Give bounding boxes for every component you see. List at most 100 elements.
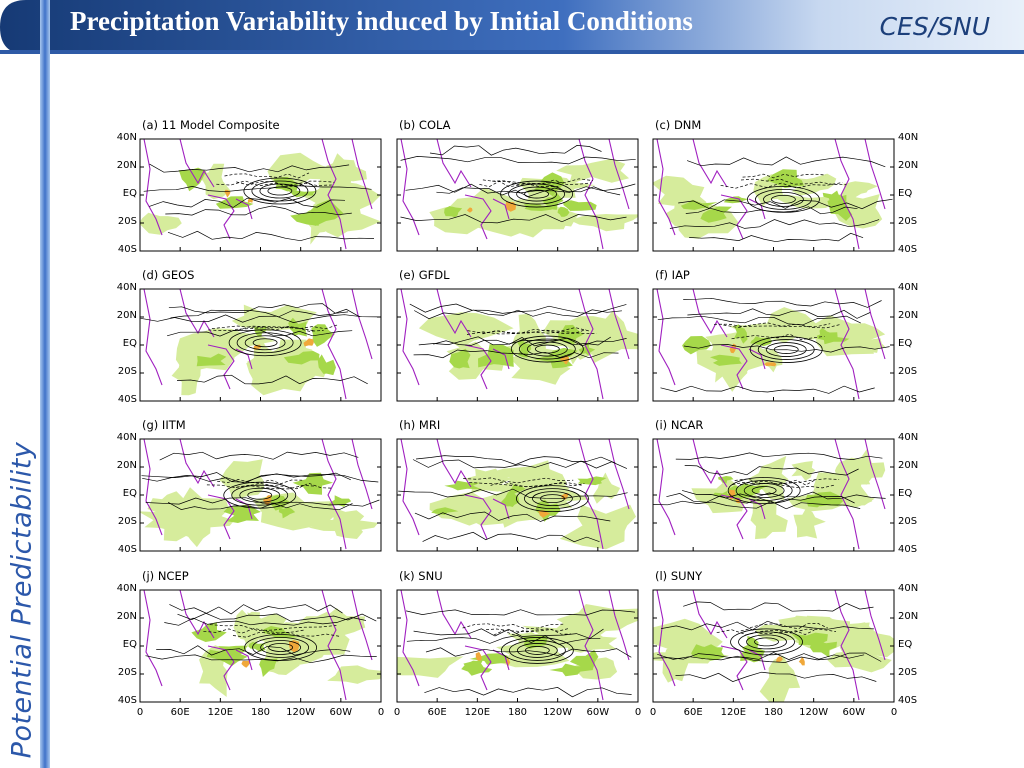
map-panel [396, 589, 639, 703]
coastline [464, 494, 492, 540]
precip-shade-light [327, 665, 381, 684]
contour-line [429, 145, 602, 156]
contour-ring [244, 335, 286, 351]
contour-line [414, 309, 622, 320]
precip-shade-peak [303, 338, 314, 347]
contour-line [678, 198, 893, 210]
contour-ring [532, 491, 573, 507]
precip-shade-light [848, 449, 886, 485]
contour-ring [516, 485, 589, 513]
contour-line [660, 385, 875, 394]
contour-line [418, 336, 627, 347]
lat-label: 20S [117, 667, 137, 678]
coastline [464, 645, 492, 691]
coastline [834, 289, 860, 400]
precip-shade-mid [226, 506, 259, 523]
precip-shade-light [705, 329, 768, 358]
precip-shade-mid [508, 484, 526, 495]
lon-label: 60W [586, 707, 610, 718]
contour-dashed [740, 628, 815, 635]
precip-shade-light [239, 612, 287, 641]
precip-shade-light [496, 642, 570, 668]
contour-dashed [482, 178, 593, 184]
lat-label: 40S [117, 244, 137, 255]
precip-shade-mid [522, 635, 548, 649]
coastline [207, 494, 235, 540]
lon-label: 60E [683, 707, 703, 718]
precip-shade-light [219, 459, 265, 500]
precip-shade-peak [538, 510, 551, 518]
contour-line [141, 473, 379, 484]
contour-ring [751, 486, 777, 495]
coastline [720, 194, 748, 240]
coastline [351, 289, 373, 360]
coastline [834, 439, 860, 550]
lon-label: 120W [543, 707, 573, 718]
lat-label: 20N [116, 310, 137, 321]
map-panel [652, 589, 895, 703]
precip-shade-light [842, 181, 878, 198]
contour-ring [508, 640, 566, 661]
coastline [179, 439, 215, 488]
lat-label: 20S [898, 667, 918, 678]
panel-label: (g) IITM [142, 418, 186, 432]
contour-line [145, 497, 380, 507]
contour-ring [749, 336, 823, 363]
coastline [492, 348, 510, 370]
contour-dashed [713, 323, 831, 328]
precip-shade-mid [431, 507, 459, 515]
map-panel [652, 438, 895, 552]
contour-line [159, 451, 359, 461]
contour-ring [754, 637, 779, 647]
sidebar-accent-bar [40, 0, 50, 768]
contour-dashed [485, 628, 569, 633]
coastline [608, 289, 630, 360]
lat-label: 20N [116, 460, 137, 471]
precip-shade-mid [822, 190, 844, 202]
panel-label: (e) GFDL [399, 268, 450, 282]
precip-shade-mid [196, 353, 227, 367]
lon-label: 180 [250, 707, 271, 718]
contour-dashed [224, 172, 310, 179]
lon-label: 60E [427, 707, 447, 718]
precip-shade-light [503, 199, 570, 238]
coastline [656, 590, 676, 687]
contour-line [165, 205, 352, 216]
coastline [179, 289, 215, 338]
contour-line [142, 472, 351, 483]
contour-line [425, 647, 632, 658]
contour-ring [260, 640, 302, 655]
contour-dashed [734, 478, 840, 485]
contour-line [414, 511, 611, 522]
map-panel [396, 288, 639, 402]
precip-shade-mid [569, 649, 599, 671]
contour-line [156, 645, 351, 656]
contour-ring [747, 186, 820, 213]
precip-shade-mid [809, 641, 837, 658]
lat-label: EQ [122, 338, 137, 349]
lat-label: 20N [898, 460, 919, 471]
precip-shade-mid [549, 663, 594, 677]
coastline [692, 439, 728, 488]
coastline [321, 590, 347, 701]
contour-ring [730, 628, 803, 656]
coastline [748, 348, 766, 370]
precip-shade-light [853, 338, 886, 353]
contour-line [433, 336, 611, 347]
lon-label: 0 [377, 707, 385, 718]
lon-label: 60W [329, 707, 353, 718]
coastline [748, 649, 766, 671]
precip-shade-mid [704, 644, 725, 661]
contour-line [653, 500, 861, 510]
map-panel [139, 438, 382, 552]
precip-shade-light [559, 504, 636, 550]
lat-label: 20S [117, 516, 137, 527]
map-panel [139, 589, 382, 703]
precip-shade-mid [718, 476, 734, 484]
coastline [351, 139, 373, 210]
lat-label: 40N [116, 432, 137, 443]
contour-ring [247, 490, 273, 500]
coastline [492, 198, 510, 220]
contour-ring [236, 332, 294, 354]
